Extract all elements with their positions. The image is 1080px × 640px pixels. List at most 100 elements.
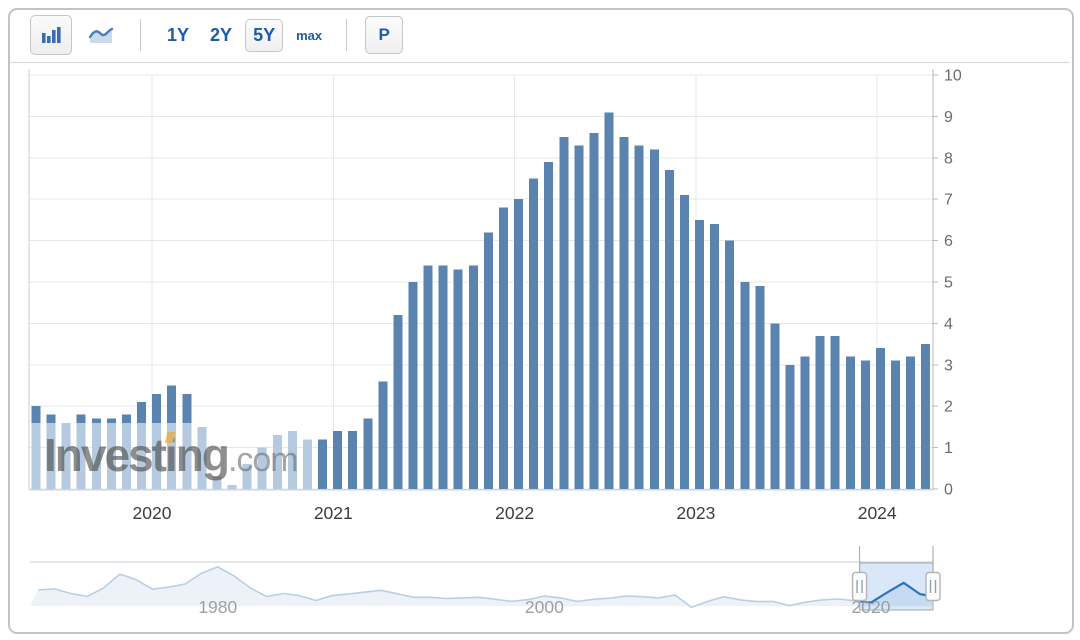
bar (906, 356, 916, 489)
y-tick-label: 0 (944, 482, 953, 499)
bar (695, 219, 705, 489)
navigator: 1980 2000 2020 (30, 546, 941, 617)
area-chart-type-button[interactable] (80, 15, 122, 55)
bar (785, 364, 795, 489)
bar (453, 269, 463, 489)
bar (182, 422, 192, 489)
x-tick-label: 2021 (314, 503, 353, 523)
bar (423, 265, 433, 489)
x-tick-label: 2023 (676, 503, 715, 523)
bar (664, 170, 674, 489)
navigator-tick-label: 1980 (198, 597, 237, 617)
bar (830, 335, 840, 489)
range-button-5y[interactable]: 5Y (245, 18, 284, 52)
bar (574, 145, 584, 489)
bar-cap (91, 418, 101, 423)
toolbar: 1Y 2Y 5Y max P (30, 15, 404, 55)
bar-cap (76, 414, 86, 423)
bar (287, 431, 297, 489)
y-tick-label: 6 (944, 233, 953, 250)
range-button-1y[interactable]: 1Y (167, 24, 190, 45)
bar-cap (31, 406, 41, 423)
navigator-area[interactable] (30, 566, 933, 608)
bar (921, 344, 931, 489)
navigator-right-handle[interactable] (925, 546, 941, 602)
bar (725, 240, 735, 489)
column-chart-type-button[interactable] (30, 15, 72, 55)
y-tick-label: 7 (944, 192, 953, 209)
bar (272, 435, 282, 489)
y-tick-label: 10 (944, 68, 962, 85)
bar (61, 422, 71, 489)
bar (483, 232, 493, 489)
bar (318, 439, 328, 489)
bar (770, 323, 780, 489)
bar-cap (121, 414, 131, 423)
bar-cap (167, 385, 177, 423)
bar (815, 335, 825, 489)
bars (31, 112, 931, 490)
bar (76, 422, 86, 489)
bar-cap (137, 402, 147, 423)
bar (393, 315, 403, 489)
bar (755, 286, 765, 489)
bar (860, 360, 870, 489)
y-tick-label: 3 (944, 357, 953, 374)
bar (227, 484, 237, 489)
toolbar-divider (346, 19, 348, 51)
y-tick-label: 9 (944, 109, 953, 126)
bar (91, 422, 101, 489)
bar (363, 418, 373, 489)
x-tick-label: 2022 (495, 503, 534, 523)
bar (212, 476, 222, 489)
bar (348, 431, 358, 489)
bar-cap (152, 393, 162, 423)
bar (242, 464, 252, 489)
bar (845, 356, 855, 489)
navigator-tick-label: 2020 (852, 597, 891, 617)
p-button[interactable]: P (365, 16, 404, 54)
bar (740, 282, 750, 489)
gridlines (29, 74, 933, 490)
bar (559, 137, 569, 489)
bar (875, 348, 885, 489)
bar (257, 447, 267, 489)
column-chart-icon (42, 27, 61, 43)
bar (46, 422, 56, 489)
bar (529, 178, 539, 489)
bar (197, 426, 207, 489)
bar-cap (46, 414, 56, 423)
bar (634, 145, 644, 489)
bar (649, 149, 659, 489)
navigator-left-handle[interactable] (851, 546, 868, 602)
y-tick-label: 2 (944, 399, 953, 416)
bar (302, 439, 312, 489)
bar (619, 137, 629, 489)
bar (438, 265, 448, 489)
y-tick-label: 4 (944, 316, 953, 333)
bar (167, 422, 177, 489)
y-tick-label: 5 (944, 275, 953, 292)
bar (378, 381, 388, 489)
x-axis-labels: 2020 2021 2022 2023 2024 (133, 503, 897, 523)
range-button-max[interactable]: max (296, 27, 323, 43)
toolbar-divider (140, 19, 141, 51)
x-tick-label: 2020 (133, 503, 172, 523)
bar (152, 422, 162, 489)
range-button-2y[interactable]: 2Y (210, 24, 233, 45)
bar (679, 195, 689, 489)
x-tick-label: 2024 (858, 503, 897, 523)
bar (604, 112, 614, 489)
bar (589, 132, 599, 489)
bar (31, 422, 41, 489)
bar (891, 360, 901, 489)
bar (710, 224, 720, 490)
bar (121, 422, 131, 489)
bar (498, 207, 508, 490)
bar (408, 282, 418, 489)
bar (333, 431, 343, 489)
bar-cap (182, 393, 192, 423)
bar (544, 161, 554, 489)
